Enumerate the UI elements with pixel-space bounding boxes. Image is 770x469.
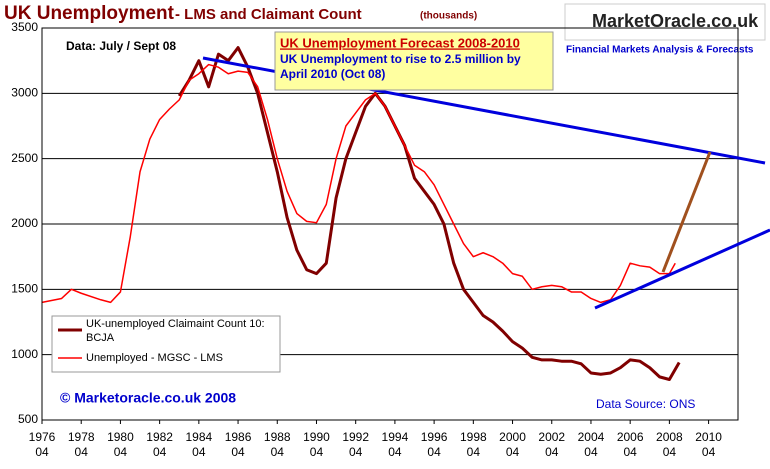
x-tick-label: 2000 [499,430,526,444]
x-tick-sublabel: 04 [506,445,520,459]
forecast-line [661,151,712,273]
x-tick-sublabel: 04 [349,445,363,459]
legend [51,315,281,373]
x-tick-sublabel: 04 [35,445,49,459]
forecast-text: April 2010 (Oct 08) [280,67,385,81]
x-tick-sublabel: 04 [663,445,677,459]
y-tick-label: 3500 [11,20,38,34]
x-tick-sublabel: 04 [310,445,324,459]
y-tick-label: 3000 [11,86,38,100]
y-tick-label: 500 [18,412,38,426]
chart-title: UK Unemployment [4,3,175,24]
x-tick-sublabel: 04 [75,445,89,459]
x-tick-label: 1994 [382,430,409,444]
trend-line [594,228,770,310]
chart-subtitle: - LMS and Claimant Count [175,6,362,23]
x-tick-sublabel: 04 [114,445,128,459]
x-tick-sublabel: 04 [623,445,637,459]
y-tick-label: 1500 [11,282,38,296]
series-line [41,63,676,304]
unit-note: (thousands) [420,11,477,22]
y-tick-label: 1000 [11,347,38,361]
x-tick-sublabel: 04 [467,445,481,459]
logo-box [564,3,766,41]
x-tick-label: 2010 [695,430,722,444]
x-tick-label: 1990 [303,430,330,444]
x-tick-label: 1996 [421,430,448,444]
x-tick-label: 1992 [342,430,369,444]
x-tick-label: 1988 [264,430,291,444]
logo: MarketOracle.co.uk [592,11,759,31]
x-tick-sublabel: 04 [231,445,245,459]
x-tick-label: 1976 [29,430,56,444]
x-tick-sublabel: 04 [545,445,559,459]
series-line [177,46,681,381]
x-tick-label: 2008 [656,430,683,444]
x-tick-label: 1978 [68,430,95,444]
x-tick-label: 2002 [538,430,565,444]
x-tick-sublabel: 04 [271,445,285,459]
x-tick-label: 2004 [578,430,605,444]
forecast-box [274,31,554,91]
logo-tagline: Financial Markets Analysis & Forecasts [566,45,754,56]
plot-frame [41,27,739,421]
source: Data Source: ONS [596,397,695,411]
x-tick-label: 1980 [107,430,134,444]
x-tick-label: 2006 [617,430,644,444]
x-tick-sublabel: 04 [192,445,206,459]
x-tick-label: 1982 [146,430,173,444]
forecast-title: UK Unemployment Forecast 2008-2010 [280,35,520,50]
x-tick-label: 1984 [185,430,212,444]
y-tick-label: 2500 [11,151,38,165]
x-tick-sublabel: 04 [427,445,441,459]
x-tick-sublabel: 04 [388,445,402,459]
x-tick-label: 1998 [460,430,487,444]
data-period: Data: July / Sept 08 [66,39,176,53]
legend-label: UK-unemployed Claimaint Count 10: BCJA [86,318,265,344]
legend-label: Unemployed - MGSC - LMS [86,352,223,364]
x-tick-label: 1986 [225,430,252,444]
y-tick-label: 2000 [11,216,38,230]
forecast-text: UK Unemployment to rise to 2.5 million b… [280,52,521,66]
x-tick-sublabel: 04 [584,445,598,459]
copyright: © Marketoracle.co.uk 2008 [60,390,236,406]
x-tick-sublabel: 04 [702,445,716,459]
x-tick-sublabel: 04 [153,445,167,459]
